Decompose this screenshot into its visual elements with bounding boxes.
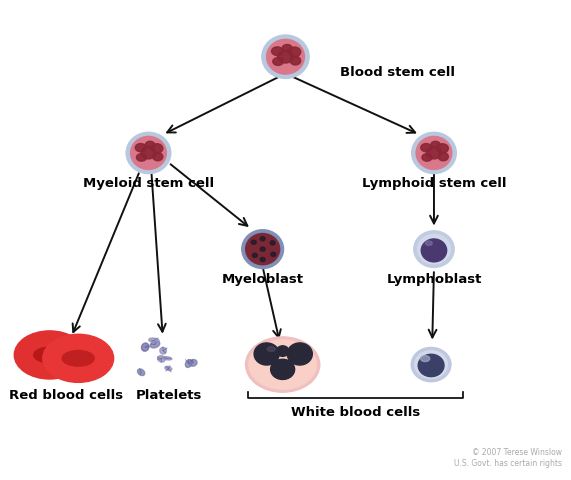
Ellipse shape (126, 133, 171, 174)
Ellipse shape (151, 144, 163, 154)
Ellipse shape (267, 40, 304, 75)
Text: Lymphoid stem cell: Lymphoid stem cell (361, 177, 506, 190)
Ellipse shape (158, 356, 165, 362)
Text: Myeloblast: Myeloblast (222, 273, 304, 286)
Ellipse shape (278, 51, 293, 64)
Ellipse shape (437, 144, 448, 154)
Text: White blood cells: White blood cells (291, 406, 420, 419)
Ellipse shape (438, 153, 448, 161)
Ellipse shape (287, 343, 312, 365)
Ellipse shape (165, 367, 172, 371)
Text: © 2007 Terese Winslow
U.S. Govt. has certain rights: © 2007 Terese Winslow U.S. Govt. has cer… (455, 447, 562, 467)
Ellipse shape (417, 235, 451, 264)
Ellipse shape (138, 369, 144, 376)
Ellipse shape (62, 351, 94, 366)
Ellipse shape (252, 254, 258, 258)
Ellipse shape (43, 335, 114, 383)
Ellipse shape (282, 46, 292, 52)
Ellipse shape (416, 137, 452, 170)
Ellipse shape (152, 153, 163, 161)
Ellipse shape (421, 240, 447, 263)
Ellipse shape (160, 348, 166, 354)
Ellipse shape (246, 234, 280, 265)
Ellipse shape (427, 148, 441, 159)
Text: Blood stem cell: Blood stem cell (340, 66, 455, 79)
Ellipse shape (290, 57, 301, 66)
Ellipse shape (260, 258, 265, 262)
Ellipse shape (186, 360, 192, 368)
Ellipse shape (142, 343, 149, 351)
Ellipse shape (254, 343, 279, 365)
Ellipse shape (262, 36, 309, 79)
Ellipse shape (288, 48, 301, 58)
Text: Red blood cells: Red blood cells (9, 388, 123, 401)
Text: Platelets: Platelets (135, 388, 202, 401)
Ellipse shape (270, 241, 275, 245)
Ellipse shape (251, 240, 256, 245)
Ellipse shape (34, 348, 66, 363)
Ellipse shape (412, 133, 456, 174)
Ellipse shape (411, 348, 451, 382)
Ellipse shape (246, 337, 320, 393)
Ellipse shape (249, 340, 316, 389)
Ellipse shape (14, 331, 85, 379)
Ellipse shape (146, 142, 155, 149)
Ellipse shape (136, 155, 147, 162)
Ellipse shape (272, 48, 283, 57)
Ellipse shape (421, 144, 432, 153)
Text: Myeloid stem cell: Myeloid stem cell (83, 177, 214, 190)
Ellipse shape (242, 230, 284, 269)
Ellipse shape (150, 341, 160, 348)
Ellipse shape (414, 231, 454, 268)
Ellipse shape (271, 360, 295, 380)
Ellipse shape (420, 356, 430, 362)
Ellipse shape (276, 346, 289, 357)
Ellipse shape (431, 142, 440, 149)
Ellipse shape (422, 155, 432, 162)
Ellipse shape (415, 351, 447, 379)
Ellipse shape (135, 144, 146, 153)
Ellipse shape (190, 360, 197, 366)
Ellipse shape (162, 357, 172, 360)
Ellipse shape (148, 338, 159, 343)
Ellipse shape (141, 148, 156, 159)
Ellipse shape (418, 355, 444, 377)
Ellipse shape (273, 59, 283, 66)
Ellipse shape (260, 237, 265, 241)
Ellipse shape (425, 241, 432, 246)
Text: Lymphoblast: Lymphoblast (386, 273, 482, 286)
Ellipse shape (271, 252, 276, 257)
Ellipse shape (131, 137, 166, 170)
Ellipse shape (267, 347, 275, 352)
Ellipse shape (260, 248, 265, 252)
